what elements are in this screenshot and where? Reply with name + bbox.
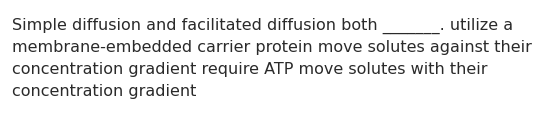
Text: Simple diffusion and facilitated diffusion both _______. utilize a: Simple diffusion and facilitated diffusi… [12, 18, 513, 34]
Text: concentration gradient: concentration gradient [12, 84, 196, 99]
Text: membrane-embedded carrier protein move solutes against their: membrane-embedded carrier protein move s… [12, 40, 532, 55]
Text: concentration gradient require ATP move solutes with their: concentration gradient require ATP move … [12, 62, 488, 77]
